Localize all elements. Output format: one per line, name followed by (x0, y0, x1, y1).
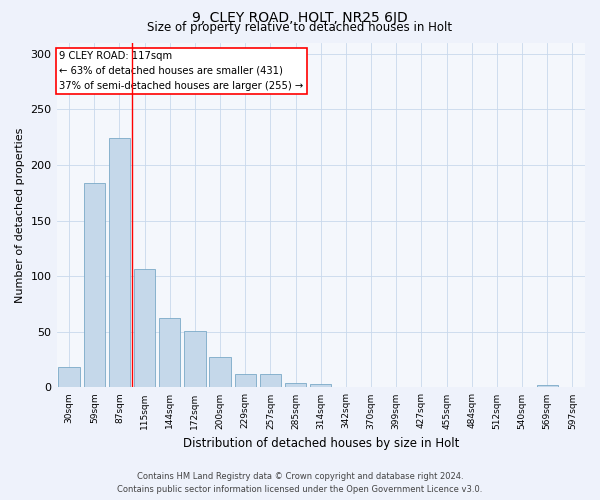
Bar (134, 270, 155, 388)
Text: Size of property relative to detached houses in Holt: Size of property relative to detached ho… (148, 22, 452, 35)
Bar (184, 330, 206, 388)
Bar (58, 368, 80, 388)
Bar (260, 374, 281, 388)
Bar (235, 374, 256, 388)
Bar (285, 383, 307, 388)
Text: Contains HM Land Registry data © Crown copyright and database right 2024.
Contai: Contains HM Land Registry data © Crown c… (118, 472, 482, 494)
Bar (310, 384, 331, 388)
Bar (159, 318, 181, 388)
X-axis label: Distribution of detached houses by size in Holt: Distribution of detached houses by size … (182, 437, 459, 450)
Text: 9 CLEY ROAD: 117sqm
← 63% of detached houses are smaller (431)
37% of semi-detac: 9 CLEY ROAD: 117sqm ← 63% of detached ho… (59, 51, 304, 90)
Bar (536, 385, 558, 388)
Bar (109, 138, 130, 388)
Bar (209, 358, 231, 388)
Text: 9, CLEY ROAD, HOLT, NR25 6JD: 9, CLEY ROAD, HOLT, NR25 6JD (192, 11, 408, 25)
Bar (83, 182, 105, 388)
Y-axis label: Number of detached properties: Number of detached properties (15, 128, 25, 302)
